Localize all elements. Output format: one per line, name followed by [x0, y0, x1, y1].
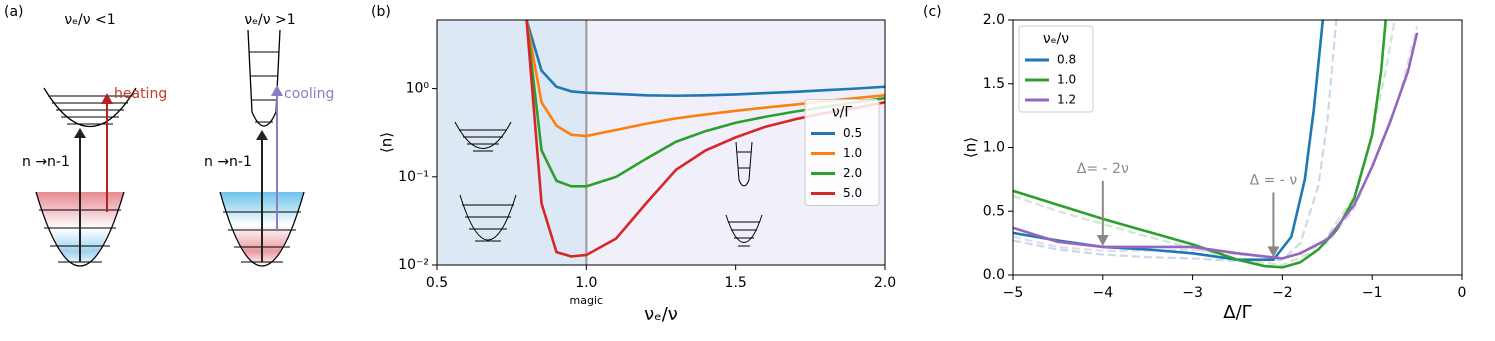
- x-tick-label: −4: [1092, 285, 1113, 301]
- x-axis-label: νₑ/ν: [644, 304, 678, 325]
- x-tick-label: 2.0: [874, 275, 896, 291]
- cooling-label: cooling: [284, 86, 334, 102]
- arrow-head: [271, 85, 283, 96]
- arrow-head: [101, 93, 113, 104]
- legend-label: 0.5: [843, 126, 862, 140]
- panel-label: (c): [923, 4, 942, 20]
- x-tick-label: 0.5: [426, 275, 448, 291]
- y-tick-label: 2.0: [983, 12, 1005, 28]
- panel: 0.5 1.0 1.5 2.0 10⁻² 10⁻¹ 10⁰ magic νₑ/ν ⟨n⟩ (b) ν/…: [371, 4, 896, 325]
- line: [1013, 32, 1419, 260]
- x-annotation: magic: [570, 294, 604, 307]
- panel-label: (a): [4, 4, 24, 20]
- y-tick-label: 10⁻¹: [398, 169, 429, 185]
- arrow-head: [74, 128, 86, 138]
- annotation: Δ= - 2ν: [1077, 161, 1129, 177]
- y-axis-label: ⟨n⟩: [962, 137, 980, 158]
- y-tick-label: 0.0: [983, 267, 1005, 283]
- y-tick-label: 10⁰: [406, 81, 430, 97]
- annotation-arrowhead: [1096, 234, 1109, 246]
- diagram: (a) νₑ/ν <1 νₑ/ν >1 heating n →n-1 cooli…: [4, 4, 334, 267]
- arrow-head: [256, 130, 268, 140]
- dashed-line: [1013, 20, 1338, 263]
- panel-label: (b): [371, 4, 391, 20]
- legend-label: 5.0: [843, 186, 862, 200]
- levels: [48, 95, 132, 125]
- trap: [247, 29, 281, 127]
- shaded-region: [437, 20, 587, 265]
- panel: −5 −4 −3 −2 −1 0 0.0 0.5 1.0 1.5 2.0 Δ/Γ ⟨n⟩ (c) Δ= - …: [923, 4, 1466, 323]
- annotation: Δ = - ν: [1250, 172, 1298, 188]
- trap: [219, 191, 305, 267]
- x-tick-label: −3: [1182, 285, 1203, 301]
- legend-label: 1.2: [1057, 93, 1076, 107]
- legend-label: 2.0: [843, 166, 862, 180]
- y-tick-label: 0.5: [983, 203, 1005, 219]
- y-tick-label: 1.0: [983, 140, 1005, 156]
- x-tick-label: −1: [1362, 285, 1383, 301]
- x-axis-label: Δ/Γ: [1223, 302, 1251, 323]
- x-tick-label: 1.5: [725, 275, 747, 291]
- transition-label: n →n-1: [204, 154, 252, 170]
- x-tick-label: −2: [1272, 285, 1293, 301]
- levels: [249, 51, 279, 123]
- y-axis-label: ⟨n⟩: [378, 132, 396, 153]
- line: [1013, 20, 1387, 269]
- heating-label: heating: [114, 86, 167, 102]
- plots: 0.5 1.0 1.5 2.0 10⁻² 10⁻¹ 10⁰ magic νₑ/ν ⟨n⟩ (b) ν/…: [371, 4, 1466, 325]
- legend-title: ν/Γ: [832, 105, 853, 121]
- legend-box: [1018, 25, 1094, 113]
- x-tick-label: −5: [1003, 285, 1024, 301]
- legend-label: 1.0: [1057, 73, 1076, 87]
- y-tick-label: 10⁻²: [398, 257, 429, 273]
- annotation-arrowhead: [1267, 246, 1280, 258]
- diagram-title: νₑ/ν <1: [64, 12, 115, 28]
- line: [525, 20, 885, 98]
- diagram-title: νₑ/ν >1: [244, 12, 295, 28]
- x-tick-label: 0: [1458, 285, 1467, 301]
- axes-frame: [436, 19, 886, 266]
- transition-label: n →n-1: [22, 154, 70, 170]
- legend-label: 0.8: [1057, 53, 1076, 67]
- legend-title: νₑ/ν: [1043, 31, 1069, 47]
- legend-label: 1.0: [843, 146, 862, 160]
- legend-box: [804, 99, 880, 206]
- trap: [35, 191, 125, 267]
- x-tick-label: 1.0: [575, 275, 597, 291]
- y-tick-label: 1.5: [983, 76, 1005, 92]
- trap-sketches: [454, 121, 763, 247]
